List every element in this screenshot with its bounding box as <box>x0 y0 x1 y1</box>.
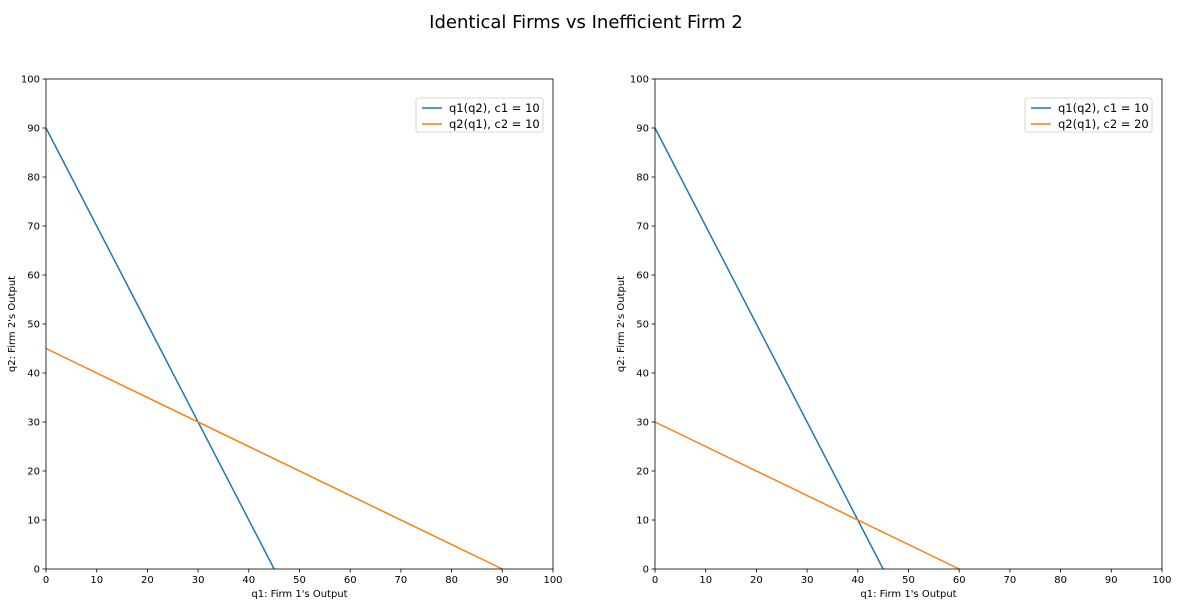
x-tick-label: 40 <box>851 575 864 586</box>
y-axis-label: q2: Firm 2's Output <box>616 276 627 372</box>
x-tick-label: 40 <box>242 575 255 586</box>
y-tick-label: 20 <box>27 467 40 478</box>
x-axis-label: q1: Firm 1's Output <box>251 589 347 600</box>
y-tick-label: 50 <box>636 320 649 331</box>
figure-title: Identical Firms vs Inefficient Firm 2 <box>429 12 743 33</box>
series-line-2 <box>45 347 503 570</box>
x-tick-label: 10 <box>699 575 712 586</box>
y-tick-label: 90 <box>636 124 649 135</box>
y-tick-label: 20 <box>636 467 649 478</box>
legend-box <box>1024 97 1153 133</box>
y-tick-label: 100 <box>630 75 649 86</box>
series-line-1 <box>654 127 884 570</box>
x-axis-label: q1: Firm 1's Output <box>860 589 956 600</box>
x-tick-label: 70 <box>395 575 408 586</box>
y-tick-label: 80 <box>636 173 649 184</box>
y-tick-label: 10 <box>27 516 40 527</box>
legend-entry-2: q2(q1), c2 = 10 <box>449 117 540 131</box>
series-line-2 <box>654 421 960 570</box>
x-tick-label: 100 <box>543 575 562 586</box>
legend-entry-1: q1(q2), c1 = 10 <box>449 101 540 115</box>
legend: q1(q2), c1 = 10 q2(q1), c2 = 10 <box>415 97 544 133</box>
x-tick-label: 90 <box>496 575 509 586</box>
legend-entry-1: q1(q2), c1 = 10 <box>1058 101 1149 115</box>
x-tick-label: 70 <box>1004 575 1017 586</box>
legend-box <box>415 97 544 133</box>
y-tick-label: 0 <box>34 565 40 576</box>
x-tick-label: 30 <box>192 575 205 586</box>
y-tick-label: 50 <box>27 320 40 331</box>
y-tick-label: 40 <box>27 369 40 380</box>
x-tick-label: 10 <box>90 575 103 586</box>
y-tick-label: 80 <box>27 173 40 184</box>
x-tick-label: 20 <box>141 575 154 586</box>
x-tick-label: 20 <box>750 575 763 586</box>
x-tick-label: 0 <box>43 575 49 586</box>
x-tick-label: 60 <box>344 575 357 586</box>
x-tick-label: 80 <box>1054 575 1067 586</box>
x-tick-label: 100 <box>1152 575 1171 586</box>
y-tick-label: 70 <box>636 222 649 233</box>
y-tick-label: 60 <box>636 271 649 282</box>
x-tick-label: 50 <box>293 575 306 586</box>
axes-frame <box>45 78 554 570</box>
y-tick-label: 0 <box>643 565 649 576</box>
y-tick-label: 30 <box>27 418 40 429</box>
x-tick-label: 90 <box>1105 575 1118 586</box>
y-tick-label: 40 <box>636 369 649 380</box>
x-tick-label: 50 <box>902 575 915 586</box>
y-tick-label: 30 <box>636 418 649 429</box>
subplot-identical-firms: 0 10 20 30 40 50 60 70 80 90 100 0 10 20 30 40 50 60 70 80 9… <box>7 75 563 601</box>
y-tick-label: 90 <box>27 124 40 135</box>
subplot-inefficient-firm-2: 0 10 20 30 40 50 60 70 80 90 100 0 10 20 30 40 50 60 70 80 9… <box>616 75 1172 601</box>
y-tick-label: 60 <box>27 271 40 282</box>
axes-frame <box>654 78 1163 570</box>
legend: q1(q2), c1 = 10 q2(q1), c2 = 20 <box>1024 97 1153 133</box>
x-tick-label: 0 <box>652 575 658 586</box>
y-tick-label: 70 <box>27 222 40 233</box>
y-tick-label: 100 <box>21 75 40 86</box>
series-line-1 <box>45 127 275 570</box>
y-axis-label: q2: Firm 2's Output <box>7 276 18 372</box>
x-tick-label: 80 <box>445 575 458 586</box>
legend-entry-2: q2(q1), c2 = 20 <box>1058 117 1149 131</box>
y-tick-label: 10 <box>636 516 649 527</box>
x-tick-label: 60 <box>953 575 966 586</box>
x-tick-label: 30 <box>801 575 814 586</box>
